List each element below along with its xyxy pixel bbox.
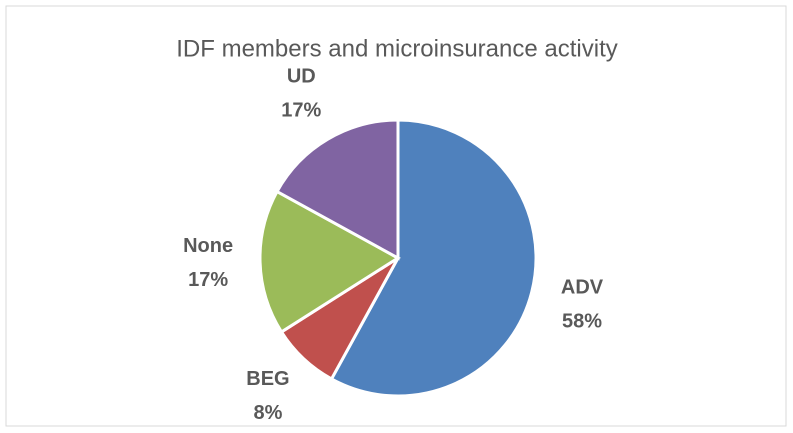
pie-slice	[258, 189, 401, 335]
chart-title: IDF members and microinsurance activity	[176, 35, 617, 62]
slice-label-value: 17%	[281, 100, 321, 122]
slice-label-value: 8%	[253, 402, 282, 424]
slice-label-value: 17%	[188, 269, 228, 291]
slice-label-name: BEG	[246, 368, 289, 390]
pie-slice	[275, 118, 400, 261]
slice-label-name: ADV	[561, 277, 604, 299]
slice-label-name: UD	[287, 66, 316, 88]
slice-label-value: 58%	[562, 311, 602, 333]
slice-label-name: None	[183, 235, 233, 257]
pie-slice	[329, 118, 538, 398]
